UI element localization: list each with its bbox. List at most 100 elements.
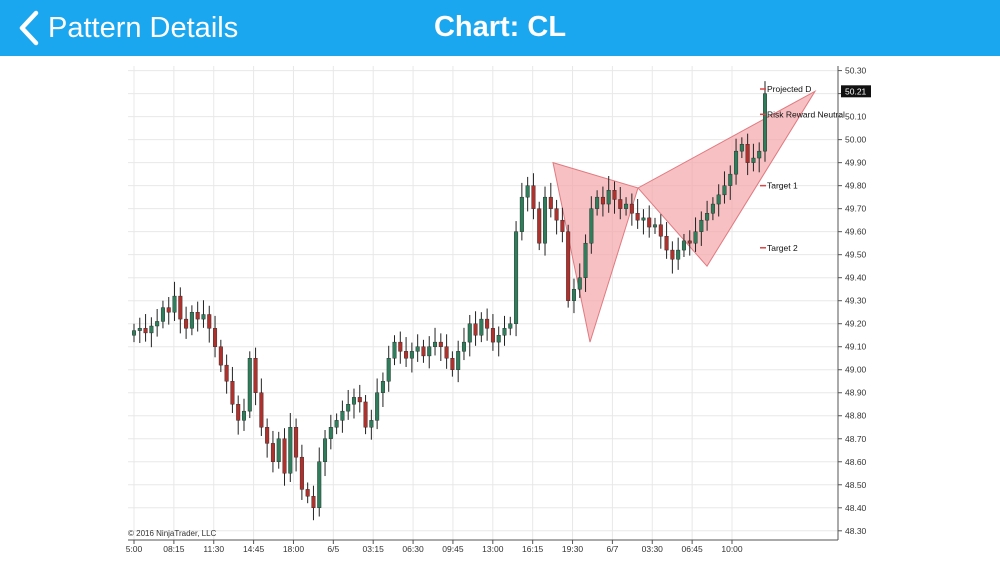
candle-body [554,208,559,221]
candle-body [763,93,768,152]
candle-body [687,240,692,244]
x-tick-label: 14:45 [243,544,265,554]
last-price-label: 50.21 [845,86,867,96]
back-label: Pattern Details [48,11,239,44]
back-button[interactable]: Pattern Details [18,0,238,56]
candle-body [409,351,414,359]
candle-body [537,208,542,244]
candle-body [496,335,501,343]
candle-body [456,351,461,370]
copyright-label: © 2016 NinjaTrader, LLC [128,529,217,538]
candle-body [514,231,519,324]
x-tick-label: 5:00 [126,544,143,554]
candle-body [230,381,235,405]
candle-body [265,427,270,444]
y-tick-label: 49.50 [845,250,867,260]
candle-body [427,346,432,357]
candle-body [317,461,322,508]
x-tick-label: 10:00 [721,544,743,554]
level-label: Projected D [767,84,811,94]
candle-body [294,427,299,458]
x-tick-label: 6/7 [606,544,618,554]
candle-body [404,351,409,359]
candle-body [415,346,420,352]
candle-body [270,443,275,462]
candle-body [166,307,171,313]
y-tick-label: 48.90 [845,388,867,398]
candle-body [311,496,316,508]
candle-body [525,185,530,198]
candle-body [577,277,582,290]
candle-body [276,438,281,462]
candle-body [259,392,264,428]
candle-body [207,314,212,329]
candle-body [600,196,605,205]
candle-body [641,217,646,221]
candle-body [351,397,356,405]
x-tick-label: 06:45 [681,544,703,554]
nav-bar: Pattern Details Chart: CL [0,0,1000,56]
candle-body [676,249,681,260]
y-tick-label: 48.80 [845,411,867,421]
candle-body [178,295,183,320]
candle-body [236,404,241,421]
pattern-bcd-triangle [637,89,817,268]
candle-body [189,312,194,329]
candle-body [722,185,727,196]
candle-body [357,397,362,403]
candle-body [734,150,739,175]
candle-body [218,346,223,366]
candle-body [653,224,658,228]
last-price-tag [841,85,871,98]
candle-body [392,341,397,359]
candle-body [155,321,160,327]
candle-body [716,194,721,205]
candle-body [739,144,744,152]
candle-body [195,312,200,320]
candle-body [589,208,594,244]
candle-body [757,150,762,159]
candlestick-series [131,81,768,521]
candle-body [751,157,756,163]
x-tick-label: 6/5 [327,544,339,554]
candle-body [253,358,258,393]
candle-body [647,217,652,228]
x-tick-label: 08:15 [163,544,185,554]
candle-body [658,224,663,237]
candle-body [386,358,391,382]
candle-body [241,410,246,421]
y-tick-label: 48.60 [845,457,867,467]
candle-body [560,219,565,232]
candle-body [566,231,571,301]
candle-body [502,328,507,336]
candle-body [624,203,629,209]
y-tick-label: 49.20 [845,319,867,329]
candle-body [571,288,576,301]
candle-body [299,456,304,490]
y-tick-label: 48.30 [845,526,867,536]
y-tick-label: 49.00 [845,365,867,375]
x-tick-label: 13:00 [482,544,504,554]
candle-body [461,341,466,352]
candle-body [629,203,634,214]
level-label: Target 2 [767,243,798,253]
price-chart[interactable]: Projected D Risk Reward Neutral Target 1 Ta… [0,56,1000,563]
candle-body [149,325,154,334]
x-tick-label: 03:30 [642,544,664,554]
candle-body [172,295,177,313]
level-label: Target 1 [767,181,798,191]
candle-body [606,190,611,205]
y-tick-label: 49.40 [845,273,867,283]
candle-body [224,364,229,382]
level-label: Risk Reward Neutral [767,109,845,119]
candle-body [398,341,403,352]
candle-body [184,318,189,329]
candle-body [705,213,710,221]
candle-body [160,307,165,322]
chevron-left-icon [19,10,39,46]
y-tick-label: 49.70 [845,204,867,214]
candle-body [282,438,287,474]
candle-body [433,341,438,347]
candle-body [421,346,426,357]
candle-body [323,438,328,462]
